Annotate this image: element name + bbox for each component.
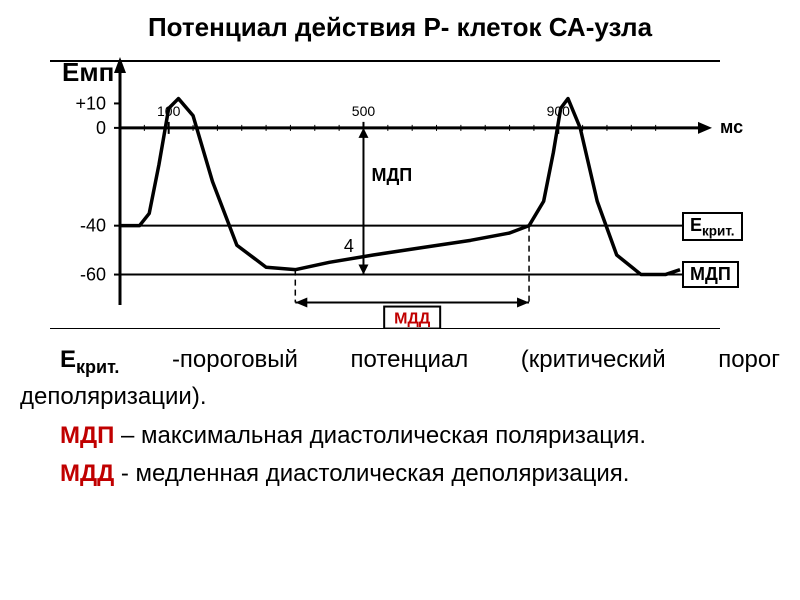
phase-4-label: 4 (344, 236, 354, 256)
svg-text:+10: +10 (75, 93, 106, 113)
definition-item: МДП – максимальная диастолическая поляри… (20, 419, 780, 454)
svg-text:-40: -40 (80, 216, 106, 236)
chart-svg: Емпмс+100-40-60100500900МДП4МДД (30, 49, 770, 329)
svg-text:Емп: Емп (62, 57, 114, 87)
definitions-block: Екрит. -пороговый потенциал (критический… (20, 343, 780, 492)
mdp-arrow-label: МДП (371, 165, 412, 185)
action-potential-chart: Емпмс+100-40-60100500900МДП4МДДЕкрит.МДП (30, 49, 770, 329)
ref-line-label: Екрит. (682, 212, 743, 242)
definition-item: Екрит. -пороговый потенциал (критический… (20, 343, 780, 415)
svg-text:-60: -60 (80, 265, 106, 285)
svg-text:500: 500 (352, 103, 376, 119)
definition-item: МДД - медленная диастолическая деполяриз… (20, 457, 780, 492)
chart-title: Потенциал действия Р- клеток СА-узла (20, 12, 780, 43)
potential-curve (120, 99, 680, 275)
mdd-span-label: МДД (394, 311, 431, 328)
svg-text:0: 0 (96, 118, 106, 138)
ref-line-label: МДП (682, 261, 739, 288)
svg-text:мс: мс (720, 117, 743, 137)
